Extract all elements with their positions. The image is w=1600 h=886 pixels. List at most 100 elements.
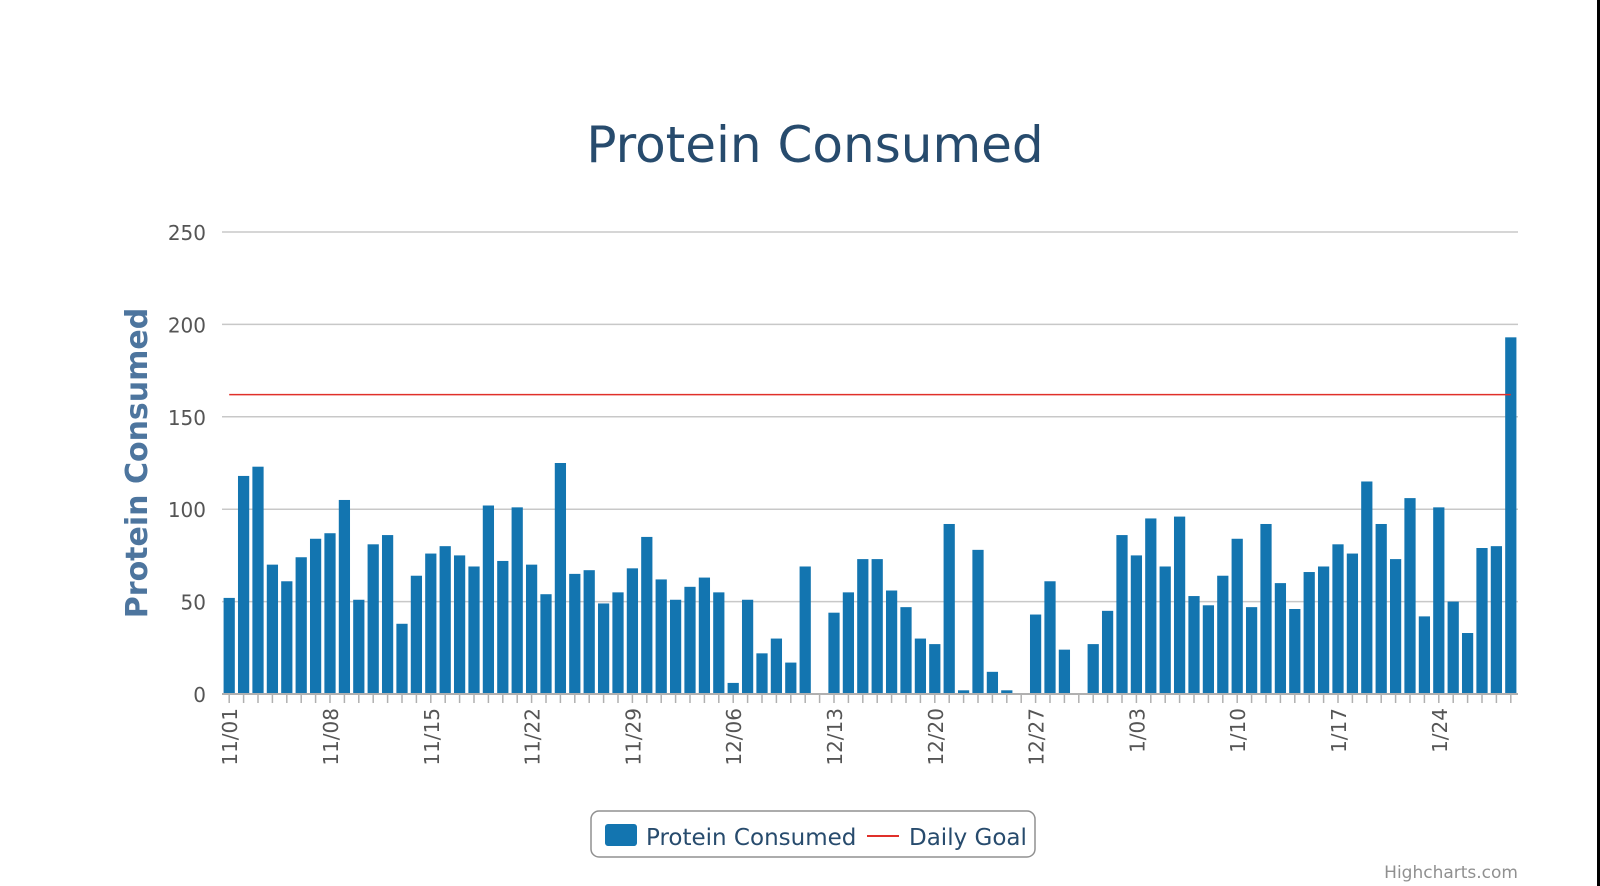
- bar[interactable]: [1188, 596, 1200, 694]
- bar[interactable]: [885, 590, 898, 694]
- bar[interactable]: [1404, 498, 1416, 694]
- x-tick-label: 1/03: [1125, 708, 1149, 753]
- bar[interactable]: [1303, 572, 1315, 694]
- bar[interactable]: [237, 475, 250, 694]
- bar[interactable]: [1159, 566, 1171, 694]
- bar[interactable]: [741, 599, 754, 694]
- bar[interactable]: [785, 662, 797, 694]
- bar[interactable]: [1001, 690, 1013, 694]
- y-tick-label: 100: [168, 498, 206, 522]
- bar-series: [223, 337, 1517, 694]
- x-tick-label: 11/08: [319, 708, 343, 766]
- bar[interactable]: [1173, 516, 1186, 694]
- bar[interactable]: [425, 553, 437, 694]
- bar[interactable]: [957, 690, 970, 694]
- bar[interactable]: [468, 566, 480, 694]
- bar[interactable]: [1447, 601, 1459, 694]
- bar[interactable]: [223, 597, 235, 694]
- bar[interactable]: [281, 581, 293, 694]
- bar[interactable]: [396, 623, 408, 694]
- bar[interactable]: [1361, 481, 1373, 694]
- bar[interactable]: [1130, 555, 1143, 694]
- bar[interactable]: [1217, 575, 1229, 694]
- bar[interactable]: [439, 546, 451, 694]
- bar[interactable]: [1490, 546, 1503, 694]
- bar[interactable]: [1087, 644, 1099, 694]
- bar[interactable]: [597, 603, 610, 694]
- bar[interactable]: [1245, 607, 1258, 694]
- bar[interactable]: [569, 573, 581, 694]
- bar[interactable]: [943, 523, 955, 694]
- bar[interactable]: [871, 559, 883, 694]
- bar[interactable]: [1116, 535, 1128, 694]
- bar[interactable]: [1202, 605, 1215, 694]
- x-tick-label: 12/20: [924, 708, 948, 766]
- bar[interactable]: [669, 599, 682, 694]
- bar[interactable]: [266, 564, 279, 694]
- bar[interactable]: [1058, 649, 1071, 694]
- bar[interactable]: [612, 592, 624, 694]
- bar[interactable]: [583, 570, 595, 694]
- bar[interactable]: [554, 463, 567, 694]
- bar[interactable]: [1289, 608, 1301, 694]
- legend-item-protein[interactable]: Protein Consumed: [605, 824, 856, 851]
- bar[interactable]: [338, 499, 351, 694]
- bar[interactable]: [324, 533, 336, 694]
- bar[interactable]: [381, 535, 394, 694]
- bar[interactable]: [453, 555, 466, 694]
- bar[interactable]: [626, 568, 639, 694]
- bar[interactable]: [770, 638, 783, 694]
- bar[interactable]: [857, 559, 869, 694]
- bar[interactable]: [698, 577, 711, 694]
- bar[interactable]: [525, 564, 538, 694]
- y-tick-label: 250: [168, 221, 206, 245]
- bar[interactable]: [1231, 538, 1243, 694]
- bar[interactable]: [713, 592, 725, 694]
- bar[interactable]: [986, 671, 999, 694]
- bar[interactable]: [295, 557, 307, 694]
- bar[interactable]: [1317, 566, 1330, 694]
- bar[interactable]: [828, 612, 840, 694]
- legend-item-goal[interactable]: Daily Goal: [867, 825, 1027, 851]
- bar[interactable]: [799, 566, 811, 694]
- bar[interactable]: [1389, 559, 1402, 694]
- bar[interactable]: [497, 560, 509, 694]
- y-tick-label: 200: [168, 313, 206, 337]
- legend-protein-swatch: [605, 824, 637, 846]
- x-tick-label: 12/06: [722, 708, 746, 766]
- bar[interactable]: [972, 549, 984, 694]
- bar[interactable]: [1433, 507, 1445, 694]
- bar[interactable]: [1346, 553, 1359, 694]
- bar[interactable]: [511, 507, 523, 694]
- bar[interactable]: [929, 644, 941, 694]
- bar[interactable]: [353, 599, 365, 694]
- bar[interactable]: [684, 586, 696, 694]
- bar[interactable]: [540, 594, 552, 694]
- bar[interactable]: [252, 466, 264, 694]
- bar[interactable]: [842, 592, 855, 694]
- bar[interactable]: [1145, 518, 1157, 694]
- grid-lines: [222, 231, 1518, 603]
- bar[interactable]: [1101, 610, 1114, 694]
- bar[interactable]: [1029, 614, 1042, 694]
- bar[interactable]: [1375, 523, 1387, 694]
- bar[interactable]: [1044, 581, 1056, 694]
- bar[interactable]: [1418, 616, 1431, 694]
- bar[interactable]: [641, 536, 653, 694]
- bar[interactable]: [900, 607, 912, 694]
- bar[interactable]: [655, 579, 667, 694]
- bar[interactable]: [367, 544, 379, 694]
- bar[interactable]: [914, 638, 927, 694]
- bar[interactable]: [1505, 337, 1517, 694]
- bar[interactable]: [756, 653, 768, 694]
- bar[interactable]: [1461, 633, 1474, 694]
- bar[interactable]: [1260, 523, 1272, 694]
- bar[interactable]: [1274, 583, 1287, 694]
- bar[interactable]: [309, 538, 322, 694]
- bar[interactable]: [482, 505, 495, 694]
- bar[interactable]: [410, 575, 423, 694]
- credits-link[interactable]: Highcharts.com: [1384, 863, 1518, 883]
- bar[interactable]: [1332, 544, 1344, 694]
- bar[interactable]: [727, 682, 739, 694]
- bar[interactable]: [1476, 548, 1488, 694]
